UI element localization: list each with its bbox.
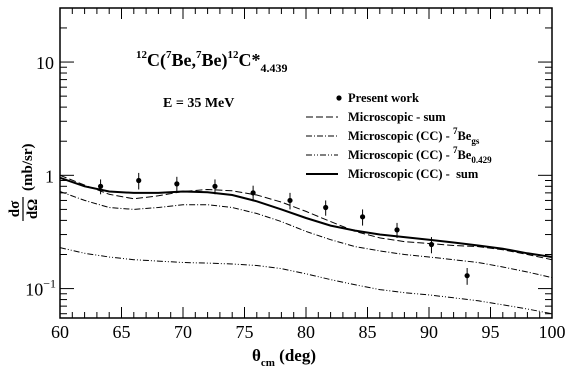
axis-ticks bbox=[59, 7, 553, 318]
x-tick-label: 85 bbox=[359, 322, 377, 342]
chart-title: 12C(7Be,7Be)12C*4.439 bbox=[136, 49, 288, 75]
title-sup4: 12 bbox=[228, 49, 240, 61]
legend-entry-exc: Microscopic (CC) - 7Be0.429 bbox=[306, 145, 492, 165]
x-label-main: θ bbox=[252, 346, 261, 365]
x-tick-label: 90 bbox=[420, 322, 438, 342]
x-tick-label: 75 bbox=[236, 322, 254, 342]
x-tick-label: 65 bbox=[113, 322, 131, 342]
data-point bbox=[250, 190, 256, 196]
legend-entry-ccsum: Microscopic (CC) - sum bbox=[306, 167, 479, 181]
legend-exc-sub: 0.429 bbox=[471, 155, 492, 165]
legend-gs-base: Be bbox=[457, 129, 471, 143]
x-tick-label: 95 bbox=[482, 322, 500, 342]
data-point bbox=[136, 177, 142, 184]
title-t4: C* bbox=[239, 50, 261, 70]
data-point bbox=[464, 273, 470, 279]
y-tick-exponent: −1 bbox=[43, 277, 56, 291]
y-label-unit: (mb/sr) bbox=[20, 144, 36, 192]
title-sup1: 12 bbox=[136, 49, 148, 61]
legend-gs-sub: gs bbox=[471, 136, 480, 146]
data-point bbox=[359, 214, 366, 220]
legend-entry-sum: Microscopic - sum bbox=[306, 110, 446, 124]
legend-exc-sup: 7 bbox=[453, 145, 458, 155]
curve-gs bbox=[59, 191, 553, 279]
title-t1: C( bbox=[147, 50, 166, 71]
data-point bbox=[174, 181, 180, 187]
y-tick-label: 10−1 bbox=[25, 277, 56, 300]
x-tick-label: 80 bbox=[297, 322, 315, 342]
data-point bbox=[212, 183, 218, 189]
x-tick-label: 100 bbox=[539, 322, 566, 342]
legend-label-sum: Microscopic - sum bbox=[348, 110, 446, 124]
curve-exc bbox=[59, 247, 553, 315]
legend-entry-data: Present work bbox=[336, 91, 419, 105]
title-sub: 4.439 bbox=[261, 61, 288, 75]
title-sup2: 7 bbox=[166, 49, 172, 61]
data-point bbox=[428, 241, 435, 248]
title-sup3: 7 bbox=[196, 49, 202, 61]
data-points bbox=[97, 172, 470, 285]
curve-sum bbox=[59, 174, 553, 261]
data-point bbox=[323, 204, 329, 211]
y-tick-label: 10 bbox=[36, 53, 54, 73]
legend-label-gs: Microscopic (CC) - 7Begs bbox=[348, 126, 480, 146]
legend-label-ccsum: Microscopic (CC) - sum bbox=[348, 167, 479, 181]
legend-label-exc: Microscopic (CC) - 7Be0.429 bbox=[348, 145, 492, 165]
legend-gs-text: Microscopic (CC) - bbox=[348, 129, 453, 143]
legend-exc-base: Be bbox=[457, 148, 471, 162]
title-t2: Be, bbox=[172, 50, 197, 70]
x-tick-label: 70 bbox=[174, 322, 192, 342]
data-point bbox=[287, 197, 293, 204]
y-axis-label: dσ dΩ (mb/sr) bbox=[7, 144, 41, 221]
legend-exc-text: Microscopic (CC) - bbox=[348, 148, 453, 162]
legend: Present work Microscopic - sum Microscop… bbox=[306, 91, 492, 181]
legend-marker bbox=[336, 95, 342, 101]
y-label-num: dσ bbox=[7, 200, 23, 217]
y-tick-base: 10 bbox=[25, 280, 43, 300]
y-tick-label: 1 bbox=[45, 166, 54, 186]
model-curves bbox=[59, 174, 553, 315]
data-point bbox=[394, 227, 400, 233]
x-label-sub: cm bbox=[261, 357, 275, 367]
legend-gs-sup: 7 bbox=[453, 126, 458, 136]
legend-label-data: Present work bbox=[348, 91, 419, 105]
energy-label: E = 35 MeV bbox=[163, 96, 234, 111]
x-label-rest: (deg) bbox=[275, 346, 316, 365]
x-axis-label: θcm (deg) bbox=[252, 346, 316, 367]
x-tick-label: 60 bbox=[51, 322, 69, 342]
title-t3: Be) bbox=[202, 50, 228, 71]
legend-entry-gs: Microscopic (CC) - 7Begs bbox=[306, 126, 480, 146]
curve-ccsum bbox=[59, 176, 553, 258]
data-point bbox=[97, 183, 104, 189]
y-label-den: dΩ bbox=[25, 199, 41, 219]
